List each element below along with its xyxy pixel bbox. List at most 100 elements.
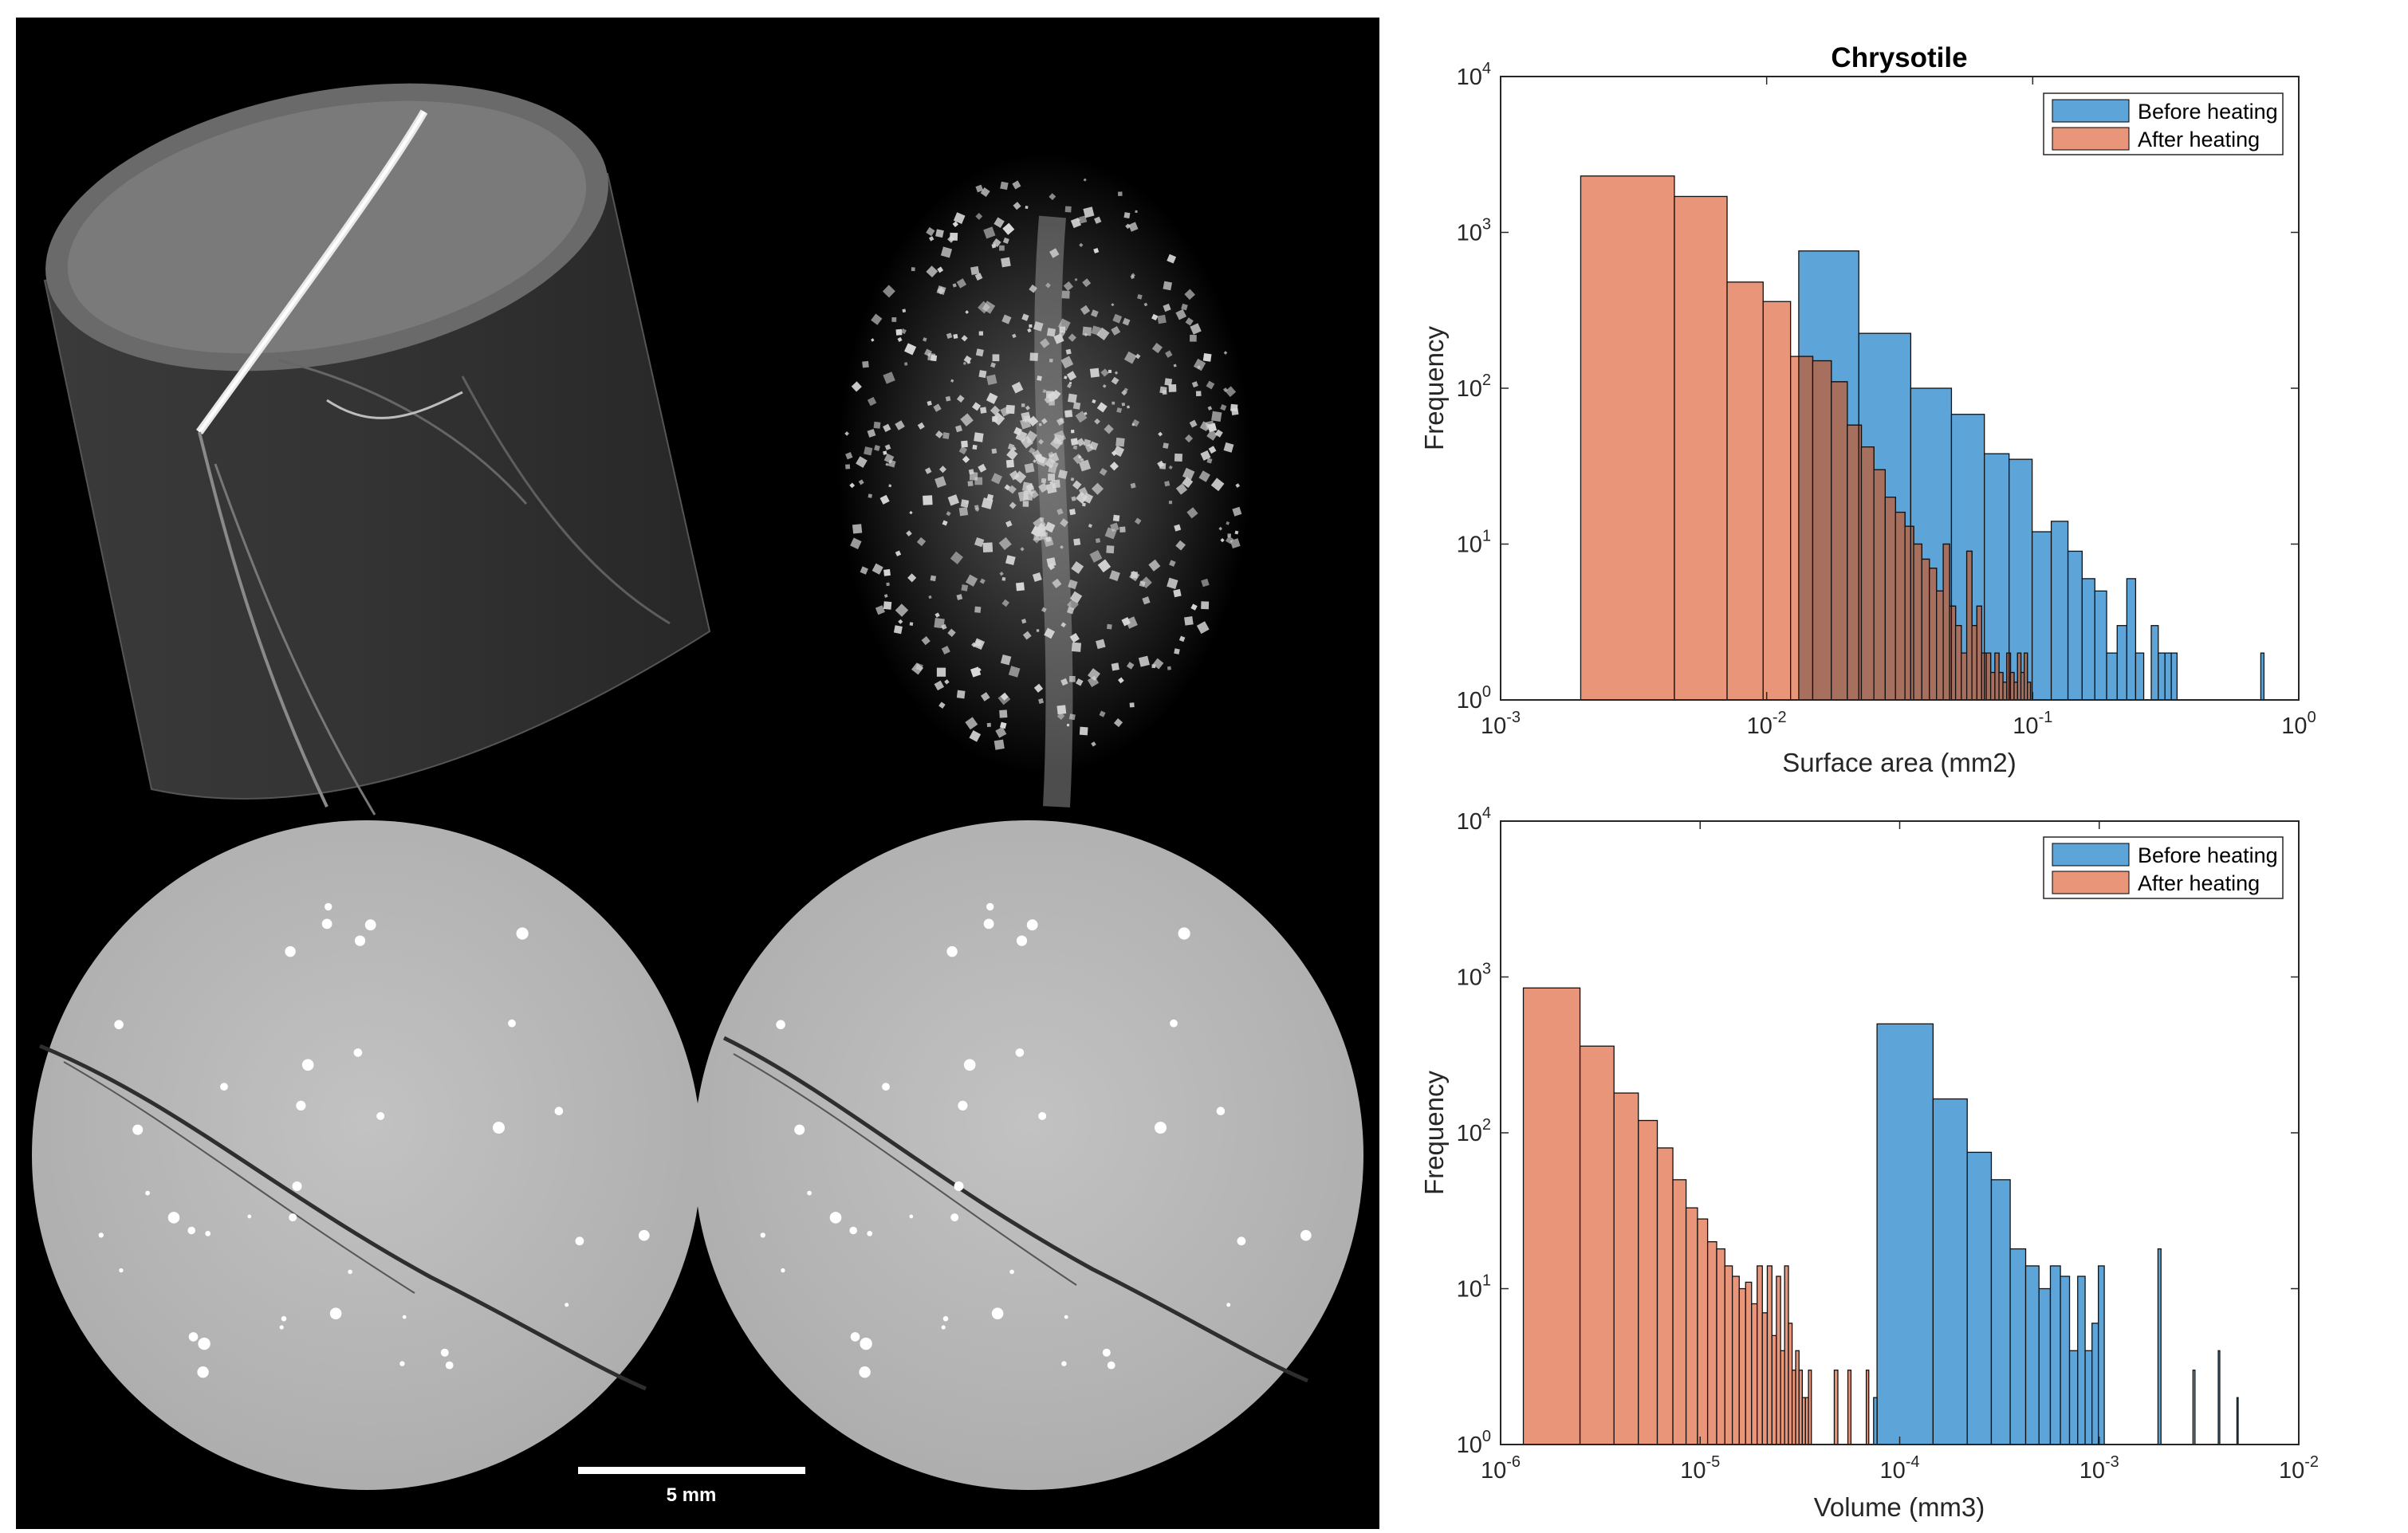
- grain-particle: [974, 606, 982, 613]
- grain-particle: [1048, 464, 1057, 474]
- grain-particle: [1012, 333, 1017, 339]
- grain-particle: [1040, 338, 1050, 348]
- grain-particle: [1090, 309, 1099, 318]
- chart1-xtick-label-0: 10-3: [1481, 709, 1521, 739]
- grain-particle: [1126, 405, 1130, 409]
- grain-particle: [1024, 462, 1035, 474]
- grain-particle: [977, 667, 982, 672]
- chart2-legend-swatch-before: [2052, 843, 2130, 867]
- chart1-bar-before-7: [2050, 521, 2069, 701]
- chart2-bar-before-5: [2024, 1265, 2040, 1445]
- grain-particle: [979, 407, 987, 414]
- grain-particle: [1205, 420, 1215, 430]
- grain-particle: [928, 236, 934, 242]
- grain-particle: [1071, 642, 1082, 652]
- chart2-legend: Before heating After heating: [2043, 836, 2284, 899]
- grain-particle: [1036, 629, 1040, 632]
- grain-particle: [1046, 328, 1056, 337]
- grain-particle: [909, 622, 914, 626]
- chart1-bar-overlap-12: [1904, 525, 1912, 701]
- grain-particle: [844, 431, 849, 436]
- grain-particle: [921, 635, 931, 646]
- chart2-bar-after-3: [1638, 1119, 1658, 1445]
- grain-particle: [990, 473, 1003, 485]
- grain-particle: [1069, 675, 1076, 682]
- inclusion-dot: [516, 927, 529, 940]
- chart2-bar-after-12: [1738, 1287, 1746, 1445]
- grain-particle: [1168, 384, 1177, 392]
- grain-particle: [1114, 371, 1119, 375]
- scale-bar: 5 mm: [578, 1467, 805, 1506]
- chart1-bar-before-11: [2106, 652, 2118, 701]
- chart1-x-axis-label: Surface area (mm2): [1782, 748, 2016, 777]
- grain-particle: [1060, 544, 1064, 549]
- grain-particle: [1220, 537, 1225, 543]
- grain-particle: [928, 595, 932, 599]
- chart1-bar-overlap-21: [1965, 550, 1973, 701]
- grain-particle: [961, 440, 968, 448]
- chart2-bar-after-13: [1745, 1281, 1753, 1445]
- chart2-bar-before-6: [2038, 1287, 2052, 1445]
- grain-particle: [904, 362, 908, 366]
- grain-particle: [993, 739, 1005, 750]
- grain-particle: [888, 484, 892, 488]
- grain-particle: [1089, 549, 1103, 563]
- chart2-ytick-label-2: 102: [1457, 1116, 1491, 1146]
- inclusion-dot: [220, 1083, 228, 1091]
- grain-particle: [849, 482, 856, 489]
- grain-particle: [1002, 222, 1015, 235]
- grain-particle: [1190, 323, 1202, 335]
- inclusion-dot: [1170, 1019, 1178, 1028]
- grain-particle: [1037, 375, 1042, 381]
- grain-particle: [1092, 399, 1096, 404]
- grain-particle: [1178, 635, 1186, 643]
- inclusion-dot: [909, 1214, 914, 1219]
- chart1-bar-overlap-22: [1971, 625, 1978, 701]
- chart2-bar-after-5: [1672, 1179, 1687, 1445]
- grain-particle: [986, 722, 991, 727]
- grain-particle: [1112, 313, 1123, 324]
- inclusion-dot: [1038, 1112, 1047, 1120]
- grain-particle: [1056, 417, 1064, 426]
- grain-particle: [1235, 483, 1241, 488]
- grain-particle: [947, 494, 959, 506]
- grain-particle: [1118, 677, 1124, 684]
- inclusion-dot: [1155, 1122, 1167, 1134]
- grain-particle: [1038, 423, 1042, 426]
- grain-particle: [947, 235, 955, 243]
- grain-particle: [1089, 368, 1100, 378]
- grain-particle: [1083, 438, 1092, 447]
- inclusion-dot: [794, 1124, 805, 1135]
- sample-cylinder-render: [43, 83, 711, 816]
- grain-particle: [897, 336, 903, 343]
- grain-particle: [917, 422, 925, 430]
- chart1-legend: Before heating After heating: [2043, 92, 2284, 155]
- inclusion-dot: [376, 1112, 385, 1120]
- grain-particle: [1163, 442, 1169, 449]
- grain-particle: [1174, 648, 1180, 654]
- grain-particle: [1175, 483, 1188, 495]
- inclusion-dot: [1226, 1303, 1231, 1307]
- grain-particle: [1195, 391, 1202, 397]
- chart1-bar-before-17: [2158, 652, 2166, 701]
- grain-particle: [1077, 454, 1082, 459]
- inclusion-dot: [954, 1181, 964, 1191]
- grain-particle: [1022, 631, 1032, 640]
- grain-particle: [974, 432, 984, 442]
- chart2-y-axis-label: Frequency: [1419, 1071, 1449, 1195]
- grain-particle: [891, 316, 897, 322]
- chart2-bar-after-21: [1784, 1265, 1789, 1445]
- grain-particle: [1082, 502, 1086, 507]
- chart1-bar-overlap-23: [1976, 605, 1982, 701]
- chart2-bar-after-19: [1776, 1276, 1781, 1445]
- chart2-legend-after: After heating: [2138, 871, 2260, 895]
- grain-particle: [1021, 313, 1029, 321]
- inclusion-dot: [829, 1212, 842, 1224]
- chart1-bar-after-2: [1726, 281, 1764, 701]
- grain-particle: [1027, 328, 1032, 333]
- grain-particle: [1001, 599, 1009, 607]
- grain-particle: [1021, 619, 1027, 624]
- grain-particle: [1137, 294, 1143, 300]
- grain-particle: [1070, 438, 1079, 446]
- surface-area-histogram: 10-3 10-2 10-1 100 100 101 102 103 104 Chrysotil…: [1419, 42, 2316, 777]
